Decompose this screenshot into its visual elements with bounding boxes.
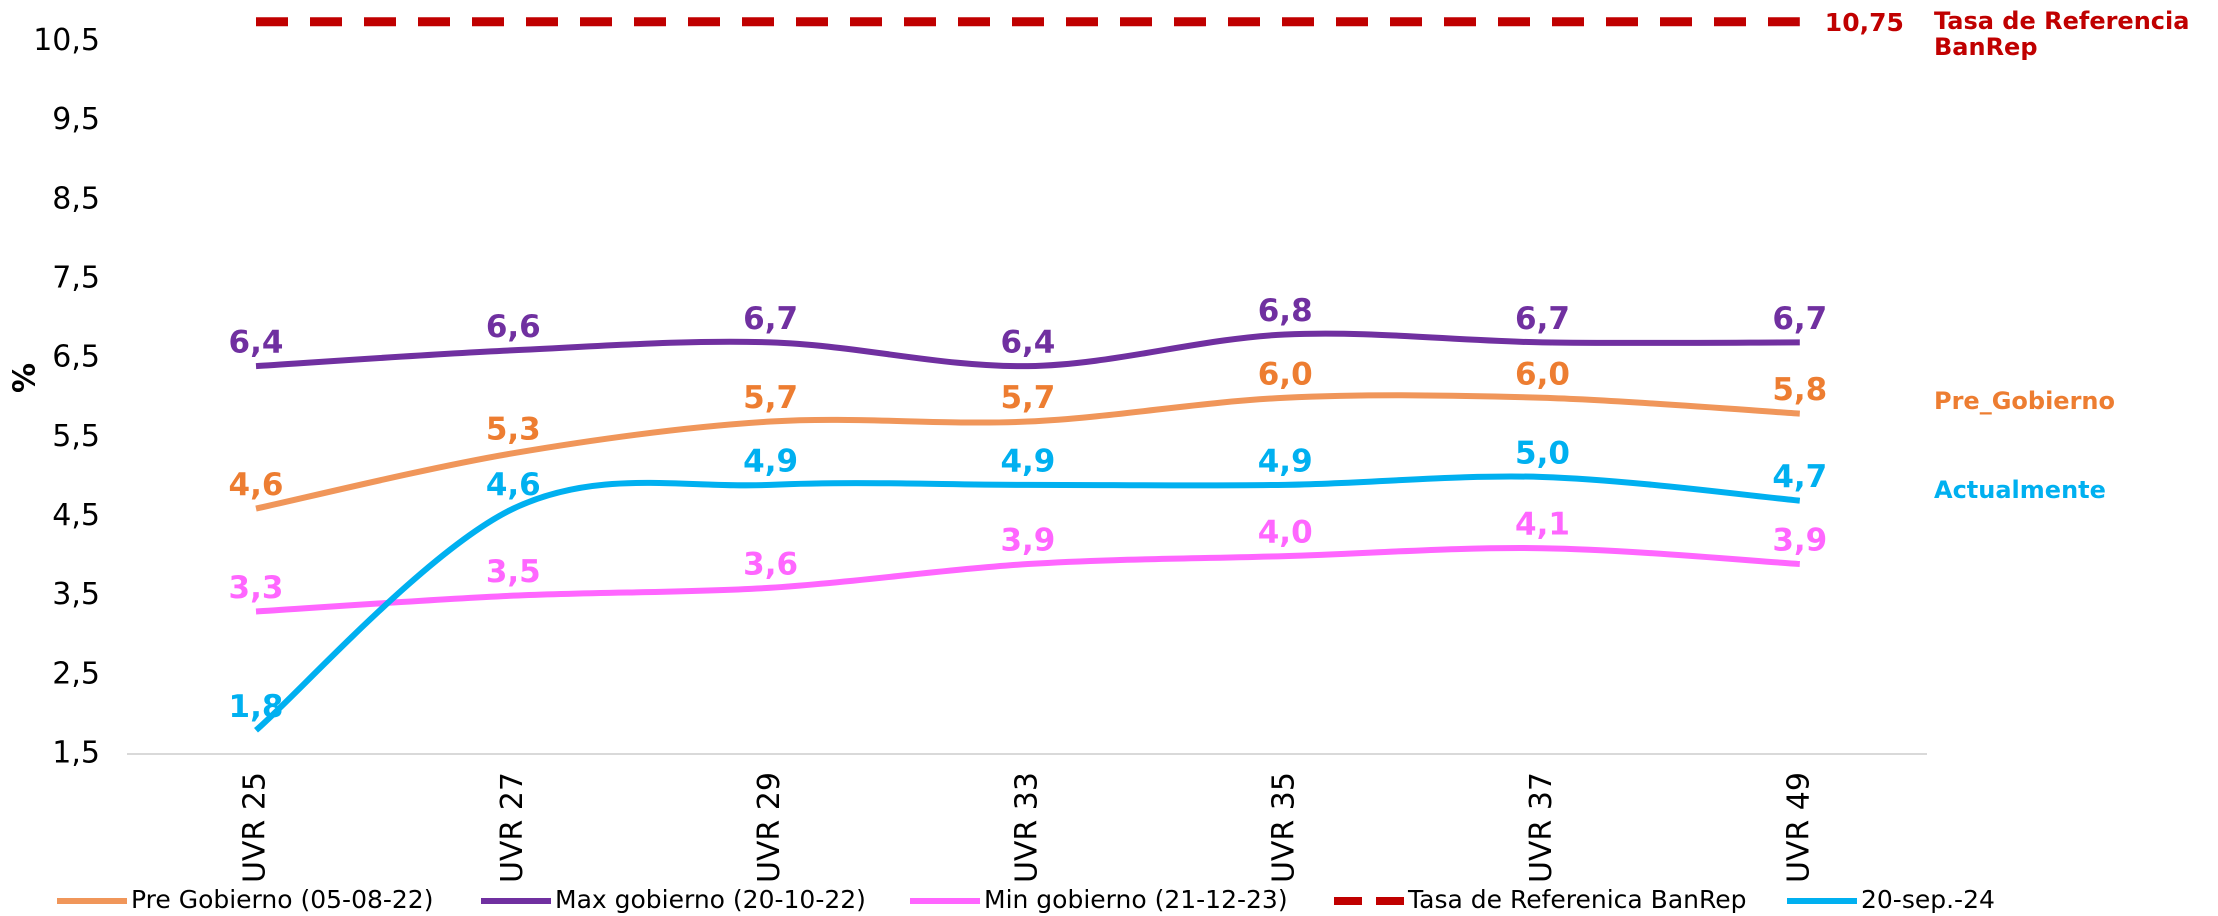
data-label: 3,6 (743, 546, 798, 582)
y-tick-label: 8,5 (52, 181, 100, 216)
data-label: 10,75 (1825, 8, 1904, 37)
y-tick-label: 10,5 (33, 23, 100, 58)
annotation: Tasa de Referencia (1934, 7, 2189, 35)
data-label: 6,0 (1258, 356, 1313, 392)
y-tick-label: 5,5 (52, 419, 100, 454)
data-label: 5,8 (1772, 372, 1827, 408)
y-tick-label: 3,5 (52, 577, 100, 612)
data-label: 5,3 (486, 412, 541, 448)
data-label: 4,6 (486, 467, 541, 503)
x-tick-label: UVR 35 (1267, 772, 1302, 883)
legend-label: Min gobierno (21-12-23) (984, 885, 1288, 914)
data-label: 6,4 (229, 325, 284, 361)
data-label: 6,7 (1772, 301, 1827, 337)
annotation: BanRep (1934, 33, 2038, 61)
x-tick-label: UVR 29 (752, 772, 787, 883)
legend-label: Tasa de Referenica BanRep (1407, 885, 1746, 914)
data-label: 4,9 (1000, 443, 1055, 479)
data-label: 6,4 (1000, 325, 1055, 361)
data-label: 3,9 (1772, 523, 1827, 559)
y-axis-label: % (8, 363, 43, 393)
series-line (255, 545, 1800, 615)
legend-label: 20-sep.-24 (1861, 885, 1995, 914)
data-label: 4,1 (1515, 507, 1570, 543)
data-label: 5,7 (1000, 380, 1055, 416)
x-tick-label: UVR 25 (238, 772, 273, 883)
legend-label: Max gobierno (20-10-22) (555, 885, 866, 914)
x-tick-label: UVR 37 (1524, 772, 1559, 883)
data-label: 6,0 (1515, 356, 1570, 392)
legend-label: Pre Gobierno (05-08-22) (131, 885, 433, 914)
series-line (255, 392, 1800, 512)
data-label: 4,9 (743, 443, 798, 479)
data-label: 1,8 (229, 689, 284, 725)
data-label: 3,5 (486, 554, 541, 590)
annotation: Actualmente (1934, 476, 2106, 504)
data-label: 4,0 (1258, 515, 1313, 551)
x-tick-label: UVR 33 (1009, 772, 1044, 883)
data-label: 3,3 (229, 570, 284, 606)
data-label: 6,7 (1515, 301, 1570, 337)
y-tick-label: 6,5 (52, 340, 100, 375)
y-tick-label: 4,5 (52, 498, 100, 533)
y-tick-label: 2,5 (52, 656, 100, 691)
series-line (254, 473, 1801, 733)
y-tick-label: 1,5 (52, 736, 100, 771)
annotation: Pre_Gobierno (1934, 387, 2115, 415)
data-label: 5,7 (743, 380, 798, 416)
data-label: 6,8 (1258, 293, 1313, 329)
data-label: 4,9 (1258, 443, 1313, 479)
data-label: 6,6 (486, 309, 541, 345)
data-label: 4,6 (229, 467, 284, 503)
y-tick-label: 9,5 (52, 102, 100, 137)
data-label: 3,9 (1000, 523, 1055, 559)
data-label: 6,7 (743, 301, 798, 337)
series-line (255, 330, 1800, 370)
y-tick-label: 7,5 (52, 261, 100, 296)
x-tick-label: UVR 49 (1781, 772, 1816, 883)
x-tick-label: UVR 27 (495, 772, 530, 883)
data-label: 4,7 (1772, 459, 1827, 495)
data-label: 5,0 (1515, 435, 1570, 471)
